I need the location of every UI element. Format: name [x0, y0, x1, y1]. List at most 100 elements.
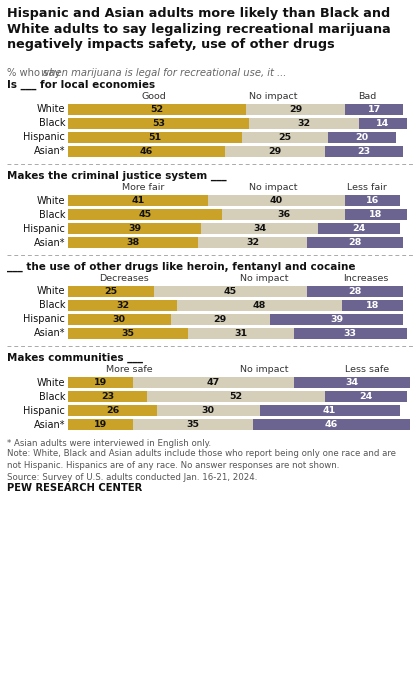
- Text: 38: 38: [126, 238, 139, 247]
- Bar: [225, 146, 325, 157]
- Text: 19: 19: [94, 378, 107, 387]
- Bar: [208, 195, 345, 206]
- Bar: [171, 314, 270, 325]
- Bar: [68, 391, 147, 402]
- Bar: [201, 223, 318, 234]
- Bar: [68, 209, 222, 220]
- Text: 35: 35: [121, 329, 134, 338]
- Bar: [270, 314, 403, 325]
- Text: 29: 29: [268, 147, 281, 156]
- Text: 32: 32: [297, 119, 310, 128]
- Text: Asian*: Asian*: [34, 147, 65, 156]
- Text: 48: 48: [253, 301, 266, 310]
- Bar: [68, 132, 242, 143]
- Text: Black: Black: [39, 210, 65, 219]
- Text: 25: 25: [104, 287, 117, 296]
- Bar: [294, 377, 410, 388]
- Text: Makes the criminal justice system ___: Makes the criminal justice system ___: [7, 171, 227, 181]
- Text: 18: 18: [366, 301, 379, 310]
- Text: Hispanic: Hispanic: [23, 314, 65, 325]
- Text: 28: 28: [349, 238, 362, 247]
- Bar: [345, 195, 400, 206]
- Text: 35: 35: [186, 420, 199, 429]
- Bar: [198, 237, 307, 248]
- Text: Hispanic and Asian adults more likely than Black and
White adults to say legaliz: Hispanic and Asian adults more likely th…: [7, 7, 391, 51]
- Text: Is ___ for local economies: Is ___ for local economies: [7, 80, 155, 90]
- Text: 39: 39: [330, 315, 343, 324]
- Bar: [325, 146, 403, 157]
- Text: More fair: More fair: [122, 183, 164, 192]
- Text: No impact: No impact: [240, 274, 289, 283]
- Text: 30: 30: [113, 315, 126, 324]
- Text: Note: White, Black and Asian adults include those who report being only one race: Note: White, Black and Asian adults incl…: [7, 449, 396, 482]
- Bar: [253, 419, 410, 430]
- Bar: [153, 286, 307, 297]
- Text: 46: 46: [140, 147, 153, 156]
- Text: 36: 36: [277, 210, 290, 219]
- Bar: [328, 132, 396, 143]
- Text: 51: 51: [149, 133, 162, 142]
- Text: 31: 31: [234, 329, 247, 338]
- Bar: [345, 209, 407, 220]
- Text: 18: 18: [369, 210, 383, 219]
- Bar: [249, 118, 359, 129]
- Bar: [133, 419, 253, 430]
- Text: 23: 23: [357, 147, 370, 156]
- Text: * Asian adults were interviewed in English only.: * Asian adults were interviewed in Engli…: [7, 439, 211, 448]
- Text: 26: 26: [106, 406, 119, 415]
- Bar: [307, 286, 403, 297]
- Text: 29: 29: [213, 315, 227, 324]
- Text: Hispanic: Hispanic: [23, 405, 65, 416]
- Bar: [133, 377, 294, 388]
- Bar: [68, 314, 171, 325]
- Text: when marijuana is legal for recreational use, it ...: when marijuana is legal for recreational…: [41, 68, 286, 78]
- Bar: [157, 405, 260, 416]
- Bar: [68, 286, 153, 297]
- Bar: [68, 405, 157, 416]
- Bar: [341, 300, 403, 311]
- Bar: [147, 391, 325, 402]
- Bar: [359, 118, 407, 129]
- Text: 47: 47: [207, 378, 220, 387]
- Text: No impact: No impact: [240, 365, 289, 374]
- Bar: [68, 419, 133, 430]
- Bar: [68, 223, 201, 234]
- Text: 40: 40: [270, 196, 283, 205]
- Text: Black: Black: [39, 301, 65, 310]
- Bar: [325, 391, 407, 402]
- Text: 52: 52: [150, 105, 163, 114]
- Text: Asian*: Asian*: [34, 328, 65, 338]
- Text: 30: 30: [202, 406, 215, 415]
- Text: Hispanic: Hispanic: [23, 133, 65, 142]
- Text: 32: 32: [116, 301, 129, 310]
- Text: Less fair: Less fair: [347, 183, 387, 192]
- Text: PEW RESEARCH CENTER: PEW RESEARCH CENTER: [7, 483, 142, 493]
- Text: No impact: No impact: [249, 183, 297, 192]
- Text: % who say: % who say: [7, 68, 63, 78]
- Text: More safe: More safe: [106, 365, 153, 374]
- Bar: [68, 328, 188, 339]
- Text: 28: 28: [349, 287, 362, 296]
- Text: 53: 53: [152, 119, 165, 128]
- Text: Less safe: Less safe: [345, 365, 389, 374]
- Text: Increases: Increases: [343, 274, 388, 283]
- Text: 45: 45: [138, 210, 152, 219]
- Text: 39: 39: [128, 224, 141, 233]
- Bar: [68, 146, 225, 157]
- Text: White: White: [37, 378, 65, 387]
- Text: White: White: [37, 286, 65, 297]
- Bar: [68, 195, 208, 206]
- Bar: [68, 237, 198, 248]
- Bar: [222, 209, 345, 220]
- Text: No impact: No impact: [249, 92, 297, 101]
- Text: 25: 25: [278, 133, 292, 142]
- Text: Makes communities ___: Makes communities ___: [7, 353, 143, 363]
- Bar: [318, 223, 400, 234]
- Text: 34: 34: [253, 224, 266, 233]
- Bar: [246, 104, 345, 115]
- Text: Asian*: Asian*: [34, 420, 65, 429]
- Text: White: White: [37, 195, 65, 206]
- Text: Asian*: Asian*: [34, 237, 65, 248]
- Bar: [345, 104, 403, 115]
- Bar: [177, 300, 341, 311]
